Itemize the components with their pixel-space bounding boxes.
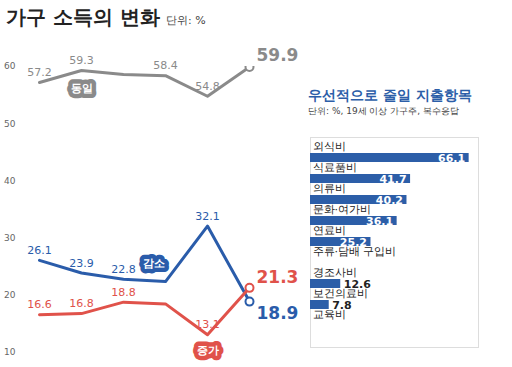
- svg-text:12.6: 12.6: [344, 278, 371, 291]
- svg-text:외식비: 외식비: [313, 140, 346, 153]
- svg-text:문화·여가비: 문화·여가비: [313, 203, 372, 216]
- svg-text:59.9: 59.9: [257, 45, 299, 65]
- svg-text:식료품비: 식료품비: [313, 161, 357, 174]
- svg-text:교육비: 교육비: [312, 307, 346, 321]
- svg-text:18.8: 18.8: [111, 286, 136, 299]
- svg-text:32.1: 32.1: [195, 210, 220, 223]
- svg-text:23.9: 23.9: [69, 257, 94, 270]
- svg-text:보건의료비: 보건의료비: [312, 286, 368, 300]
- svg-text:50: 50: [4, 119, 16, 129]
- svg-text:25.2: 25.2: [340, 236, 367, 249]
- svg-text:16.8: 16.8: [69, 297, 94, 310]
- svg-text:21.3: 21.3: [257, 267, 299, 287]
- svg-text:30: 30: [4, 233, 16, 243]
- svg-text:57.2: 57.2: [27, 66, 52, 79]
- html-text:우선적으로 줄일 지출항목: 우선적으로 줄일 지출항목: [308, 87, 472, 103]
- svg-text:감소: 감소: [143, 257, 165, 270]
- svg-text:16.6: 16.6: [27, 298, 52, 311]
- svg-text:54.8: 54.8: [195, 80, 220, 93]
- svg-text:59.3: 59.3: [69, 54, 94, 67]
- svg-text:동일: 동일: [71, 82, 93, 95]
- svg-text:7.8: 7.8: [332, 299, 352, 312]
- svg-text:10: 10: [4, 347, 16, 357]
- svg-text:연료비: 연료비: [312, 223, 346, 237]
- svg-text:66.1: 66.1: [438, 152, 465, 165]
- svg-text:경조사비: 경조사비: [312, 265, 357, 279]
- svg-text:36.1: 36.1: [366, 215, 393, 228]
- svg-text:22.8: 22.8: [111, 263, 136, 276]
- html-text:단위: %, 19세 이상 가구주, 복수응답: 단위: %, 19세 이상 가구주, 복수응답: [308, 106, 460, 116]
- html-text:가구 소득의 변화 단위: %: 가구 소득의 변화 단위: %: [6, 5, 206, 29]
- svg-text:증가: 증가: [197, 344, 219, 357]
- svg-text:40: 40: [4, 176, 16, 186]
- svg-text:58.4: 58.4: [153, 59, 178, 72]
- svg-text:40.2: 40.2: [376, 194, 403, 207]
- svg-text:26.1: 26.1: [27, 244, 52, 257]
- svg-text:13.1: 13.1: [195, 318, 220, 331]
- svg-text:41.7: 41.7: [379, 173, 406, 186]
- svg-text:18.9: 18.9: [257, 303, 299, 323]
- svg-text:20: 20: [4, 290, 16, 300]
- svg-text:주류·담배 구입비: 주류·담배 구입비: [312, 244, 397, 258]
- svg-text:60: 60: [4, 61, 16, 71]
- svg-text:의류비: 의류비: [313, 182, 346, 195]
